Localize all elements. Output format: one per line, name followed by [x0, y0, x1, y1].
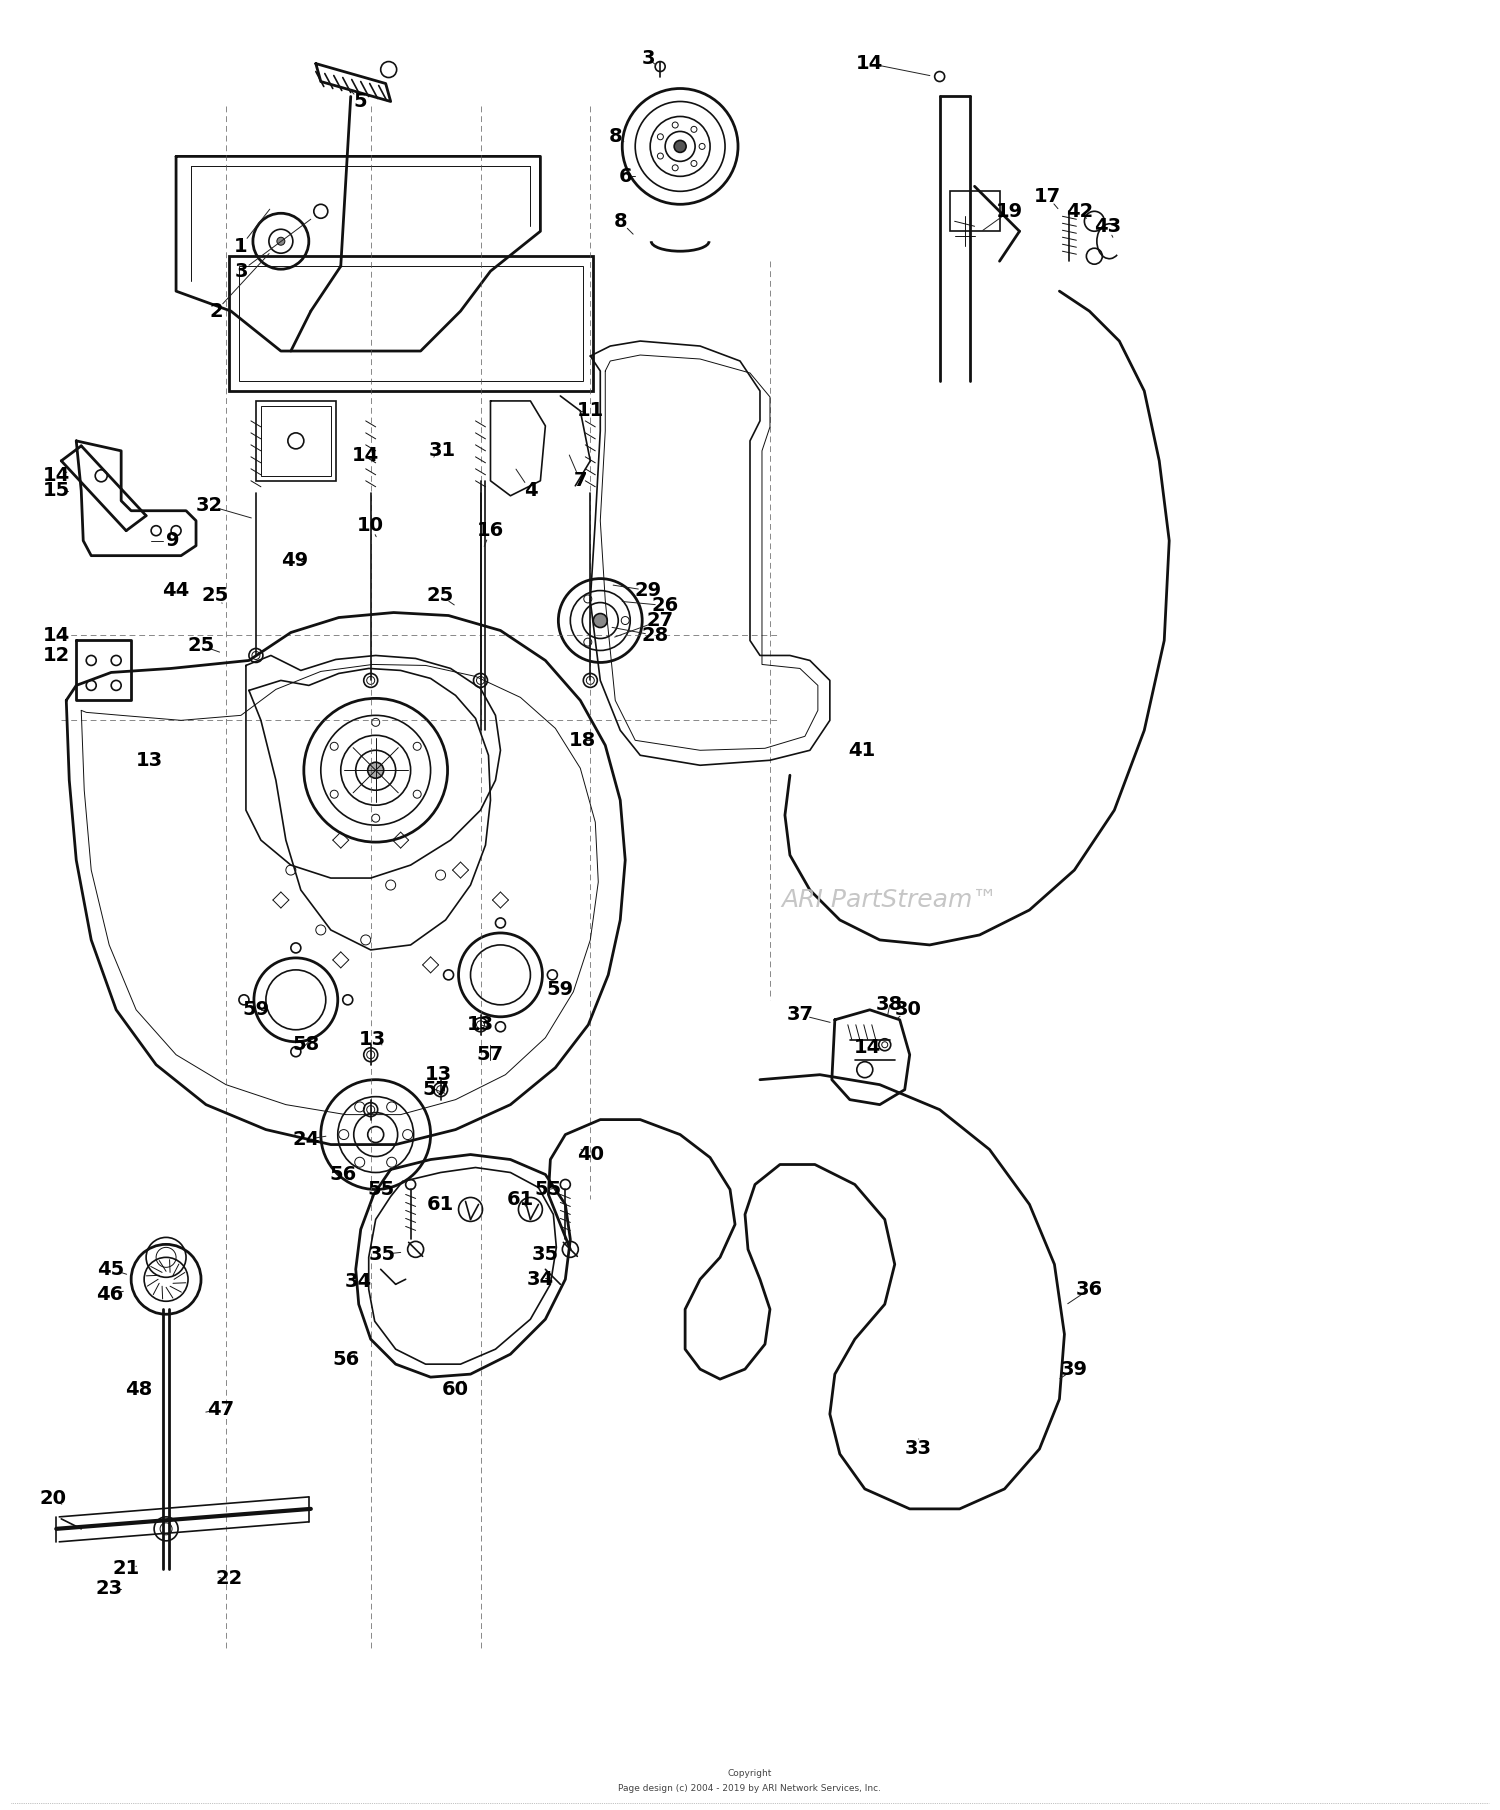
Text: 37: 37	[786, 1005, 813, 1024]
Text: 41: 41	[847, 740, 876, 760]
Bar	[950, 192, 999, 232]
Text: 57: 57	[477, 1044, 504, 1064]
Text: 14: 14	[42, 467, 70, 485]
Bar	[238, 266, 584, 380]
Text: 59: 59	[243, 1001, 270, 1019]
Text: 33: 33	[904, 1439, 932, 1459]
Text: 12: 12	[42, 646, 70, 664]
Text: 5: 5	[354, 92, 368, 110]
Text: 48: 48	[126, 1379, 153, 1399]
Text: 30: 30	[894, 1001, 921, 1019]
Text: 24: 24	[292, 1129, 320, 1149]
Text: 13: 13	[135, 751, 162, 769]
Text: 29: 29	[634, 581, 662, 601]
Text: 55: 55	[534, 1180, 562, 1198]
Text: 58: 58	[292, 1035, 320, 1053]
Text: 38: 38	[876, 996, 903, 1014]
Text: Copyright: Copyright	[728, 1768, 772, 1777]
Text: 32: 32	[195, 496, 222, 516]
Text: 9: 9	[166, 530, 180, 550]
Circle shape	[674, 141, 686, 152]
Text: 18: 18	[568, 731, 596, 749]
Text: 7: 7	[573, 471, 586, 491]
Text: 60: 60	[442, 1379, 470, 1399]
Text: 34: 34	[345, 1272, 372, 1291]
Text: 4: 4	[524, 481, 537, 500]
Text: 46: 46	[96, 1285, 123, 1303]
Text: 27: 27	[646, 612, 674, 630]
Text: 26: 26	[651, 595, 680, 615]
Text: 10: 10	[357, 516, 384, 536]
Text: 28: 28	[642, 626, 669, 644]
Text: 21: 21	[112, 1558, 140, 1578]
Text: 55: 55	[368, 1180, 394, 1198]
Text: 47: 47	[207, 1399, 234, 1419]
Text: 14: 14	[352, 447, 380, 465]
Text: 39: 39	[1060, 1359, 1088, 1379]
Text: 11: 11	[576, 402, 604, 420]
Text: 57: 57	[422, 1081, 448, 1099]
Text: 56: 56	[332, 1350, 360, 1368]
Text: 3: 3	[234, 262, 248, 281]
Text: 14: 14	[853, 1039, 882, 1057]
Text: 3: 3	[642, 49, 656, 69]
Text: 25: 25	[427, 586, 454, 605]
Text: 42: 42	[1066, 201, 1094, 221]
Text: 22: 22	[216, 1569, 243, 1587]
Bar	[230, 257, 594, 391]
Text: 16: 16	[477, 521, 504, 539]
Text: 23: 23	[96, 1580, 123, 1598]
Text: 34: 34	[526, 1271, 554, 1289]
Text: 35: 35	[532, 1245, 560, 1263]
Text: 49: 49	[282, 550, 309, 570]
Text: 25: 25	[201, 586, 228, 605]
Text: 15: 15	[42, 481, 70, 500]
Text: 14: 14	[42, 626, 70, 644]
Text: 31: 31	[429, 442, 456, 460]
Text: 25: 25	[188, 635, 214, 655]
Text: 14: 14	[856, 54, 883, 72]
Bar	[256, 402, 336, 481]
Circle shape	[594, 614, 608, 628]
Text: 19: 19	[996, 201, 1023, 221]
Text: 13: 13	[466, 1015, 494, 1034]
Text: 20: 20	[40, 1490, 68, 1508]
Text: 43: 43	[1094, 217, 1120, 235]
Text: 36: 36	[1076, 1280, 1102, 1300]
Text: 44: 44	[162, 581, 189, 601]
Text: 56: 56	[328, 1166, 357, 1184]
Text: 61: 61	[427, 1195, 454, 1215]
Text: 59: 59	[548, 981, 574, 999]
Text: 2: 2	[209, 302, 224, 320]
Text: ARI PartStream™: ARI PartStream™	[782, 889, 998, 912]
Text: 35: 35	[369, 1245, 396, 1263]
Text: 8: 8	[609, 127, 622, 147]
Text: 1: 1	[234, 237, 248, 255]
Text: 45: 45	[98, 1260, 124, 1280]
Bar	[261, 405, 332, 476]
Text: 6: 6	[618, 167, 632, 186]
Text: Page design (c) 2004 - 2019 by ARI Network Services, Inc.: Page design (c) 2004 - 2019 by ARI Netwo…	[618, 1785, 882, 1794]
Text: 40: 40	[578, 1146, 604, 1164]
Circle shape	[368, 762, 384, 778]
Text: 13: 13	[358, 1030, 387, 1050]
Text: 13: 13	[424, 1066, 451, 1084]
Text: 8: 8	[614, 212, 627, 230]
Circle shape	[278, 237, 285, 244]
Text: 61: 61	[507, 1189, 534, 1209]
Text: 17: 17	[1034, 186, 1060, 206]
